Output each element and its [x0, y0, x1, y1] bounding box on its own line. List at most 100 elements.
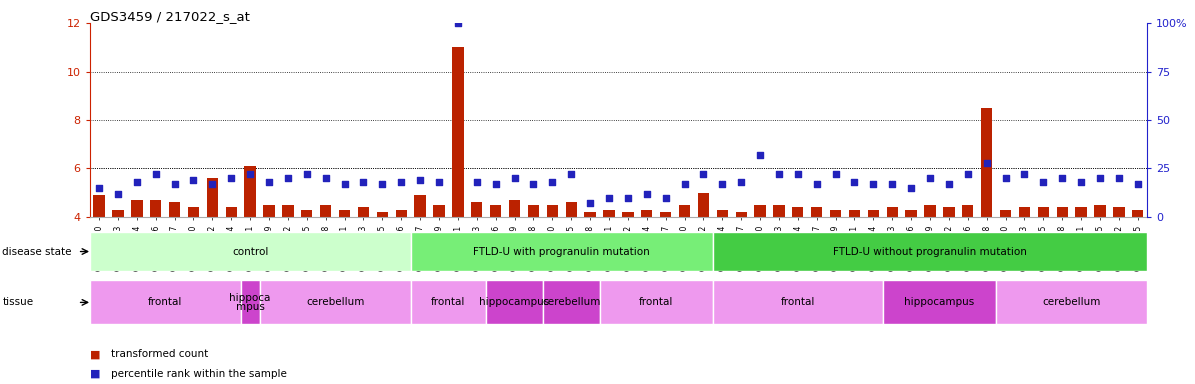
Text: percentile rank within the sample: percentile rank within the sample	[111, 369, 287, 379]
Point	[978, 160, 997, 166]
Point	[712, 181, 731, 187]
Bar	[603, 210, 614, 217]
Bar	[754, 205, 766, 217]
Point	[1034, 179, 1053, 185]
Text: control: control	[232, 247, 269, 257]
Point	[656, 195, 675, 201]
Point	[505, 175, 525, 181]
Bar	[997, 280, 1147, 324]
Text: GDS3459 / 217022_s_at: GDS3459 / 217022_s_at	[90, 10, 250, 23]
Bar	[226, 207, 237, 217]
Bar	[735, 212, 747, 217]
Text: disease state: disease state	[2, 247, 72, 257]
Bar	[168, 202, 180, 217]
Bar	[263, 205, 275, 217]
Bar	[188, 207, 200, 217]
Point	[222, 175, 241, 181]
Text: cerebellum: cerebellum	[306, 297, 364, 308]
Bar	[396, 210, 406, 217]
Bar	[962, 205, 974, 217]
Text: frontal: frontal	[780, 297, 815, 308]
Point	[486, 181, 505, 187]
Text: hippocampus: hippocampus	[905, 297, 975, 308]
Point	[298, 171, 317, 177]
Point	[770, 171, 789, 177]
Point	[637, 190, 656, 197]
Bar	[660, 212, 672, 217]
Bar	[112, 210, 123, 217]
Point	[1090, 175, 1109, 181]
Bar	[848, 210, 860, 217]
Bar	[1132, 210, 1144, 217]
Point	[939, 181, 958, 187]
Bar	[259, 280, 411, 324]
Point	[731, 179, 750, 185]
Bar	[90, 280, 240, 324]
Bar	[357, 207, 369, 217]
Bar	[320, 205, 331, 217]
Bar	[1037, 207, 1049, 217]
Point	[354, 179, 373, 185]
Text: tissue: tissue	[2, 297, 33, 308]
Bar	[1056, 207, 1068, 217]
Bar	[584, 212, 596, 217]
Point	[1128, 181, 1147, 187]
Point	[240, 171, 259, 177]
Point	[845, 179, 864, 185]
Bar	[906, 210, 917, 217]
Bar	[282, 205, 294, 217]
Bar	[471, 202, 483, 217]
Point	[411, 177, 430, 183]
Point	[335, 181, 354, 187]
Bar	[713, 232, 1147, 271]
Point	[543, 179, 562, 185]
Bar	[717, 210, 728, 217]
Bar	[565, 202, 577, 217]
Point	[675, 181, 694, 187]
Bar	[773, 205, 785, 217]
Point	[373, 181, 392, 187]
Point	[317, 175, 336, 181]
Point	[90, 185, 109, 191]
Bar	[981, 108, 992, 217]
Point	[429, 179, 448, 185]
Point	[920, 175, 939, 181]
Text: ■: ■	[90, 369, 100, 379]
Bar	[411, 280, 486, 324]
Bar	[452, 47, 464, 217]
Bar	[887, 207, 897, 217]
Point	[259, 179, 278, 185]
Bar	[943, 207, 955, 217]
Point	[523, 181, 543, 187]
Text: FTLD-U with progranulin mutation: FTLD-U with progranulin mutation	[473, 247, 650, 257]
Point	[146, 171, 165, 177]
Point	[109, 190, 128, 197]
Bar	[528, 205, 539, 217]
Bar	[411, 232, 713, 271]
Bar	[376, 212, 388, 217]
Bar	[301, 210, 312, 217]
Bar	[868, 210, 880, 217]
Point	[807, 181, 826, 187]
Bar	[883, 280, 997, 324]
Point	[694, 171, 713, 177]
Bar	[623, 212, 633, 217]
Bar	[600, 280, 713, 324]
Text: hippoca
mpus: hippoca mpus	[229, 293, 271, 312]
Text: frontal: frontal	[431, 297, 466, 308]
Bar	[339, 210, 350, 217]
Point	[448, 20, 467, 26]
Bar	[434, 205, 445, 217]
Point	[826, 171, 845, 177]
Point	[864, 181, 883, 187]
Bar	[1076, 207, 1086, 217]
Bar	[679, 205, 691, 217]
Text: hippocampus: hippocampus	[479, 297, 550, 308]
Point	[1109, 175, 1128, 181]
Bar	[415, 195, 425, 217]
Bar	[792, 207, 803, 217]
Bar	[925, 205, 936, 217]
Bar	[90, 232, 411, 271]
Text: cerebellum: cerebellum	[543, 297, 600, 308]
Bar	[240, 280, 259, 324]
